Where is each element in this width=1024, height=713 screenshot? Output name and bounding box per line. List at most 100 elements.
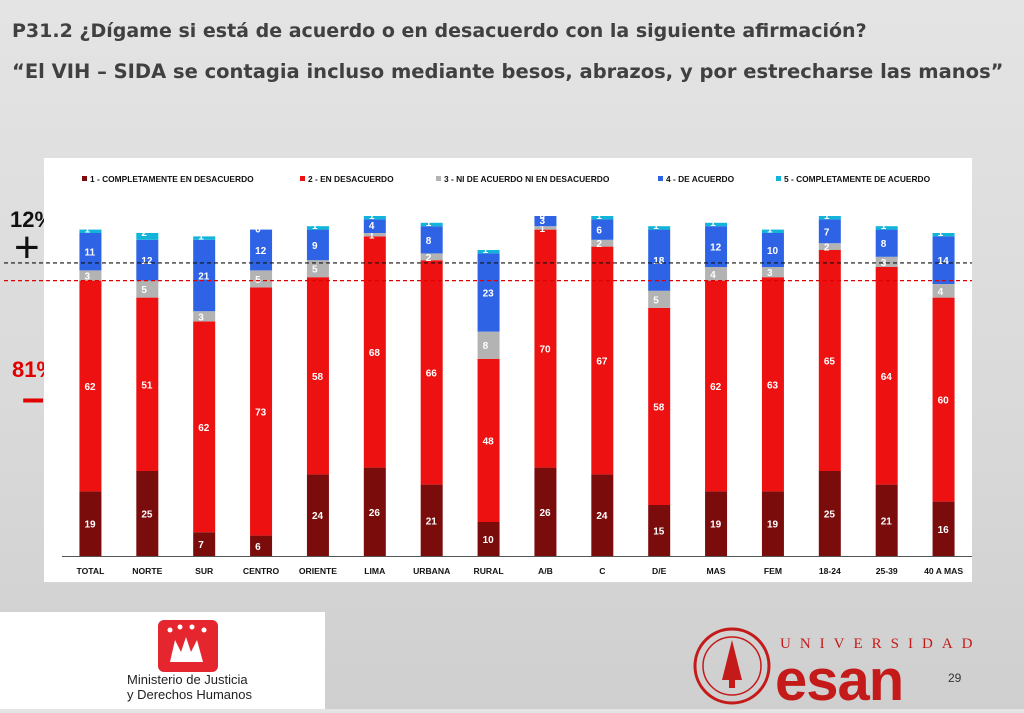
x-tick-label: 25-39 [876,566,898,576]
data-label: 1 [369,211,375,222]
bar-segment [876,257,898,267]
data-label: 48 [483,436,495,447]
data-label: 15 [653,527,665,538]
data-label: 1 [198,231,204,242]
data-label: 7 [824,227,830,238]
data-label: 5 [141,285,147,296]
data-label: 4 [369,221,375,232]
data-label: 9 [312,241,318,252]
data-label: 10 [767,246,779,257]
bar-segment [193,311,215,321]
legend-label: 3 - NI DE ACUERDO NI EN DESACUERDO [444,174,610,184]
data-label: 1 [881,221,887,232]
data-label: 5 [653,295,659,306]
data-label: 4 [938,287,944,298]
ministry-name: Ministerio de Justicia y Derechos Humano… [127,672,252,702]
data-label: 6 [596,226,602,237]
data-label: 25 [824,510,836,521]
bar-segment [876,226,898,229]
bar-segment [250,270,272,287]
data-label: 19 [710,520,722,531]
bar-segment [421,223,443,226]
x-tick-label: URBANA [413,566,450,576]
data-label: 67 [596,357,608,368]
x-tick-label: NORTE [132,566,162,576]
bar-segment [933,233,955,236]
bar-segment [534,226,556,229]
data-label: 12 [141,256,153,267]
data-label: 10 [483,535,495,546]
data-label: 21 [881,516,893,527]
x-tick-label: 18-24 [819,566,841,576]
data-label: 11 [84,248,95,259]
ministry-line-1: Ministerio de Justicia [127,672,252,687]
data-label: 62 [84,382,96,393]
bar-segment [534,216,556,226]
x-tick-label: FEM [764,566,782,576]
data-label: 19 [84,520,96,531]
data-label: 14 [938,256,950,267]
data-label: 0 [255,225,261,236]
data-label: 8 [426,236,432,247]
data-label: 1 [483,245,489,256]
data-label: 0 [539,211,545,222]
data-label: 3 [198,312,204,323]
legend-label: 5 - COMPLETAMENTE DE ACUERDO [784,174,931,184]
data-label: 62 [710,382,722,393]
data-label: 2 [824,243,830,254]
data-label: 1 [767,225,773,236]
data-label: 62 [198,423,210,434]
data-label: 63 [767,380,779,391]
bar-segment [364,216,386,219]
bar-segment [591,240,613,247]
x-tick-label: LIMA [364,566,385,576]
bar-segment [705,223,727,226]
bar-segment [876,230,898,257]
data-label: 4 [710,270,716,281]
data-label: 1 [653,221,659,232]
bar-segment [591,216,613,219]
bar-segment [307,230,329,261]
ministry-line-2: y Derechos Humanos [127,687,252,702]
legend-label: 2 - EN DESACUERDO [308,174,394,184]
bar-segment [478,250,500,253]
legend-label: 1 - COMPLETAMENTE EN DESACUERDO [90,174,254,184]
legend-swatch [776,176,781,181]
page-number: 29 [948,671,961,685]
data-label: 1 [596,211,602,222]
data-label: 12 [255,246,267,257]
legend-swatch [82,176,87,181]
bar-segment [933,284,955,298]
bar-segment [364,233,386,236]
legend-swatch [300,176,305,181]
bar-segment [136,281,158,298]
data-label: 2 [141,228,147,239]
data-label: 1 [84,225,90,236]
data-label: 68 [369,348,381,359]
data-label: 58 [312,372,324,383]
bar-segment [762,230,784,233]
data-label: 18 [653,256,665,267]
data-label: 24 [596,511,608,522]
data-label: 58 [653,402,665,413]
data-label: 1 [426,218,432,229]
data-label: 8 [881,239,887,250]
x-tick-label: 40 A MAS [924,566,963,576]
data-label: 24 [312,511,324,522]
data-label: 1 [938,228,944,239]
x-tick-label: C [599,566,605,576]
data-label: 1 [824,211,830,222]
data-label: 1 [710,218,716,229]
data-label: 2 [426,253,432,264]
bar-segment [819,216,841,219]
data-label: 73 [255,408,267,419]
bar-segment [193,532,215,556]
x-tick-label: A/B [538,566,553,576]
bar-segment [705,267,727,281]
data-label: 65 [824,357,836,368]
esan-logo-text: esan [775,652,903,710]
x-tick-label: SUR [195,566,214,576]
bar-segment [819,243,841,250]
data-label: 16 [938,525,950,536]
data-label: 26 [369,508,381,519]
